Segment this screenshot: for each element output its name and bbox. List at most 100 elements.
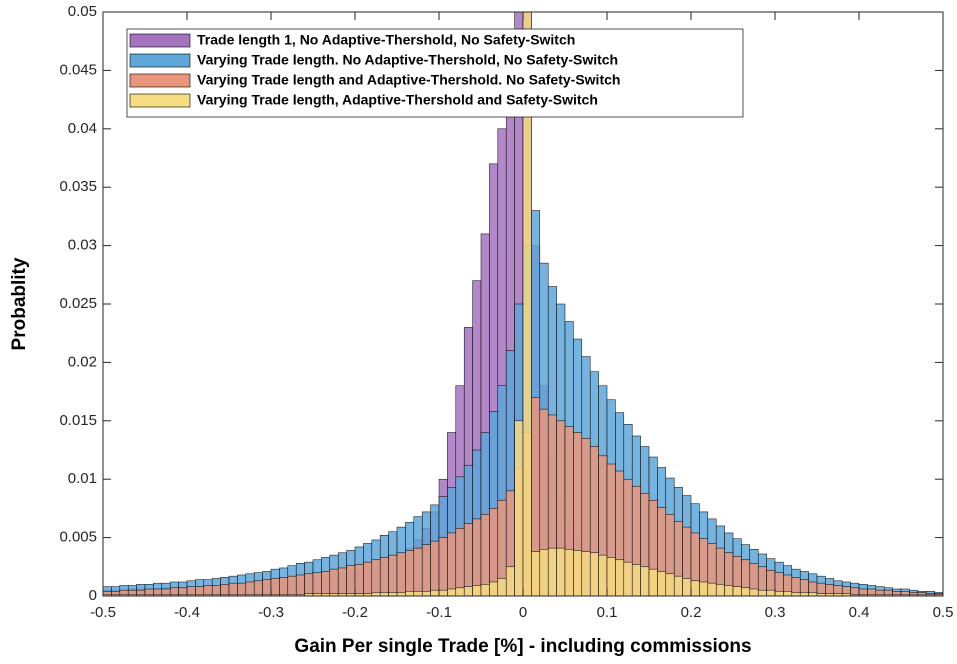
bar — [783, 591, 793, 596]
bar — [631, 564, 641, 596]
bar — [413, 547, 423, 596]
y-tick-label: 0.02 — [68, 353, 97, 370]
bar — [211, 585, 221, 596]
bar — [279, 577, 289, 596]
bar — [463, 523, 473, 596]
legend-swatch — [129, 53, 191, 68]
bar — [455, 528, 465, 596]
y-tick-label: 0.045 — [59, 61, 97, 78]
bar — [237, 582, 247, 596]
bar — [447, 588, 457, 596]
bar — [438, 537, 448, 596]
bar — [405, 550, 415, 596]
x-tick-label: 0.3 — [765, 604, 786, 621]
bar — [455, 587, 465, 596]
legend-swatch — [129, 73, 191, 88]
bar — [421, 544, 431, 596]
x-tick-label: 0.4 — [849, 604, 870, 621]
bar — [757, 589, 767, 596]
bar — [606, 557, 616, 596]
bar — [379, 557, 389, 596]
y-tick-label: 0.01 — [68, 470, 97, 487]
bar — [615, 559, 625, 596]
bar — [472, 518, 482, 596]
bar — [379, 592, 389, 596]
x-tick-label: 0.5 — [933, 604, 954, 621]
bar — [665, 573, 675, 596]
bar — [329, 568, 339, 596]
bar — [480, 584, 490, 596]
y-tick-label: 0.035 — [59, 178, 97, 195]
x-tick-label: 0.1 — [597, 604, 618, 621]
bar — [295, 574, 305, 596]
bar — [749, 588, 759, 596]
bars — [103, 12, 943, 596]
bar — [531, 551, 541, 596]
x-tick-label: -0.2 — [342, 604, 368, 621]
y-tick-label: 0 — [89, 587, 97, 604]
bar — [799, 592, 809, 596]
y-tick-label: 0.025 — [59, 295, 97, 312]
bar — [396, 552, 406, 596]
bar — [699, 581, 709, 596]
x-tick-label: -0.4 — [174, 604, 200, 621]
bar — [682, 578, 692, 596]
bar — [556, 547, 566, 596]
legend-box — [126, 28, 744, 118]
bar — [337, 567, 347, 596]
bar — [514, 420, 524, 596]
legend-label: Varying Trade length. No Adaptive-Thersh… — [197, 52, 618, 68]
bar — [547, 547, 557, 596]
bar — [741, 587, 751, 596]
bar — [228, 582, 238, 596]
bar — [581, 551, 591, 596]
legend-swatch — [129, 33, 191, 48]
bar — [304, 573, 314, 596]
y-axis-label: Probablity — [9, 257, 30, 350]
bar — [405, 591, 415, 596]
y-tick-label: 0.05 — [68, 3, 97, 20]
bar — [598, 554, 608, 596]
y-tick-label: 0.005 — [59, 529, 97, 546]
bar — [421, 591, 431, 596]
legend: Trade length 1, No Adaptive-Thershold, N… — [126, 28, 744, 118]
bar — [673, 575, 683, 596]
bar — [346, 565, 356, 596]
bar — [724, 585, 734, 596]
bar — [430, 589, 440, 596]
bar — [253, 580, 263, 596]
bar — [539, 549, 549, 596]
bar — [573, 550, 583, 596]
y-tick-label: 0.015 — [59, 412, 97, 429]
bar — [220, 584, 230, 596]
bar — [396, 592, 406, 596]
bar — [522, 12, 532, 596]
bar — [690, 580, 700, 596]
bar — [371, 592, 381, 596]
bar — [657, 571, 667, 596]
y-tick-label: 0.03 — [68, 237, 97, 254]
bar — [715, 584, 725, 596]
bar — [648, 568, 658, 596]
bar — [430, 540, 440, 596]
legend-swatch — [129, 93, 191, 108]
x-tick-label: 0 — [519, 604, 527, 621]
bar — [589, 552, 599, 596]
bar — [808, 592, 818, 596]
bar — [489, 581, 499, 596]
bar — [363, 561, 373, 596]
bar — [447, 532, 457, 596]
bar — [388, 554, 398, 596]
bar — [480, 513, 490, 596]
bar — [707, 582, 717, 596]
legend-label: Varying Trade length and Adaptive-Thersh… — [197, 72, 620, 88]
bar — [262, 579, 272, 596]
bar — [564, 549, 574, 596]
bar — [640, 566, 650, 596]
y-tick-label: 0.04 — [68, 120, 97, 137]
bar — [413, 591, 423, 596]
bar — [312, 572, 322, 596]
bar — [472, 585, 482, 596]
bar — [438, 589, 448, 596]
